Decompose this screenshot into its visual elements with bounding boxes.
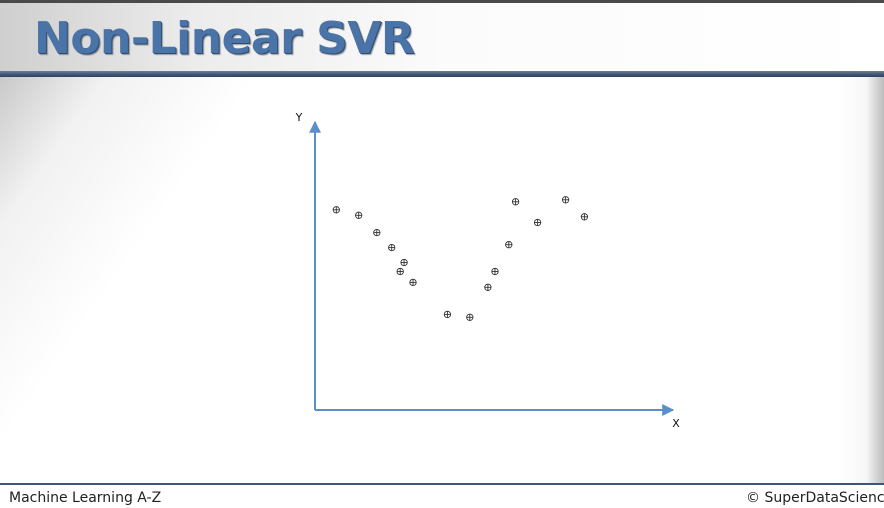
data-point (443, 310, 452, 319)
data-point (580, 213, 589, 221)
footer-divider (0, 483, 884, 485)
data-point (373, 228, 381, 237)
data-point (396, 267, 404, 276)
title-band: Non-Linear SVR (0, 3, 884, 71)
data-point (400, 258, 408, 267)
footer-course-name: Machine Learning A-Z (9, 490, 162, 506)
data-point (484, 283, 492, 291)
data-point (466, 313, 474, 321)
data-point (533, 218, 542, 227)
data-point (332, 206, 340, 214)
data-point (388, 243, 396, 252)
data-point (561, 196, 570, 204)
data-point (355, 211, 363, 219)
title-divider (0, 71, 884, 77)
y-axis-label: Y (295, 111, 303, 124)
data-points (332, 196, 589, 321)
data-point (511, 198, 520, 206)
content-background (0, 77, 884, 483)
slide-title: Non-Linear SVR (34, 13, 415, 64)
data-point (491, 267, 499, 276)
footer-copyright: © SuperDataScience (746, 490, 884, 506)
x-axis-label: X (672, 417, 680, 430)
data-point (409, 278, 417, 287)
data-point (505, 241, 513, 249)
top-border (0, 0, 884, 3)
